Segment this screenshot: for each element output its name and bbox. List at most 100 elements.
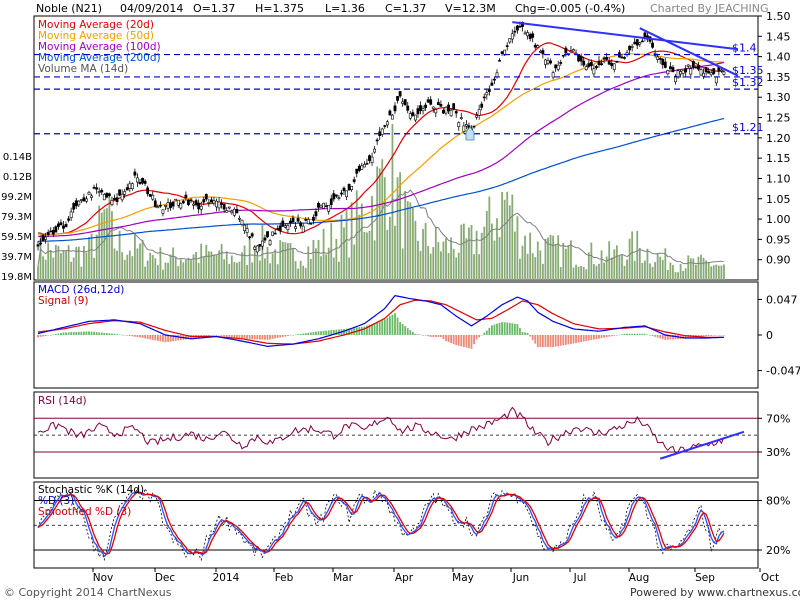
macd-histogram-bar [442, 335, 445, 340]
change-value: Chg=-0.005 (-0.4%) [515, 2, 626, 15]
macd-histogram-bar [468, 335, 470, 349]
macd-histogram-bar [651, 335, 654, 337]
macd-histogram-bar [60, 333, 62, 335]
volume-bar [299, 260, 302, 280]
volume-bar [406, 201, 409, 280]
volume-bar [281, 241, 284, 280]
candle-body [36, 244, 40, 247]
macd-histogram-bar [243, 335, 246, 339]
volume-bar [335, 238, 338, 280]
volume-bar [358, 214, 361, 280]
macd-histogram-bar [598, 335, 600, 339]
volume-bar [475, 230, 478, 280]
macd-histogram-bar [483, 332, 486, 335]
candle-body [317, 203, 320, 208]
macd-histogram-bar [674, 335, 677, 340]
candle-body [105, 192, 109, 198]
candle-body [207, 202, 211, 204]
macd-histogram-bar [320, 331, 322, 335]
volume-bar [77, 246, 80, 280]
candle-body [452, 103, 456, 110]
volume-bar [715, 264, 718, 280]
candle-body [380, 128, 384, 135]
volume-bar [631, 231, 634, 280]
candle-body [630, 46, 634, 48]
candle-body [444, 106, 448, 114]
macd-histogram-bar [292, 335, 294, 336]
volume-bar [67, 245, 70, 280]
macd-histogram-bar [575, 335, 577, 343]
volume-bar [88, 237, 90, 280]
macd-histogram-bar [450, 335, 452, 344]
candle-body [281, 220, 285, 227]
candle-body [676, 70, 680, 78]
volume-bar [587, 252, 590, 280]
candle-body [253, 246, 257, 250]
candle-body [600, 63, 603, 66]
macd-histogram-bar [83, 331, 85, 335]
candle-body [230, 210, 234, 214]
candle-body [681, 69, 685, 74]
macd-histogram-bar [666, 335, 669, 340]
volume-bar [317, 239, 320, 280]
price-trendline [639, 27, 739, 77]
candle-body [39, 242, 42, 245]
volume-bar [118, 230, 121, 280]
candle-body [245, 228, 249, 233]
volume-tick-label: 19.8M [1, 272, 32, 283]
candle-body [153, 200, 157, 208]
candle-body [482, 96, 486, 99]
ma-200d-line [38, 117, 725, 242]
candle-body [306, 219, 310, 224]
volume-bar [590, 242, 593, 280]
candle-body [510, 33, 514, 40]
macd-histogram-bar [526, 332, 529, 335]
macd-histogram-bar [274, 335, 277, 339]
candle-body [442, 109, 445, 114]
volume-bar [54, 244, 57, 280]
candle-body [291, 217, 295, 223]
volume-bar [139, 243, 141, 280]
candle-body [133, 171, 137, 176]
candle-body [416, 108, 420, 115]
candle-body [311, 216, 315, 221]
symbol-label: Noble (N21) [36, 2, 103, 15]
macd-histogram-bar [485, 330, 488, 335]
candle-body [41, 234, 45, 242]
volume-bar [562, 242, 565, 280]
volume-bar [248, 237, 251, 280]
candle-body [401, 101, 405, 104]
macd-histogram-bar [631, 333, 634, 335]
volume-bar [75, 246, 78, 280]
macd-histogram-bar [220, 335, 223, 336]
macd-histogram-bar [404, 326, 407, 335]
macd-histogram-bar [264, 335, 266, 340]
macd-histogram-bar [672, 335, 674, 340]
macd-histogram-bar [626, 333, 628, 335]
candle-body [454, 111, 458, 114]
candle-body [663, 61, 667, 68]
volume-bar [146, 260, 149, 280]
macd-histogram-bar [37, 335, 39, 338]
macd-histogram-bar [108, 333, 111, 335]
chart-footer: © Copyright 2014 ChartNexus Powered by w… [0, 584, 800, 600]
volume-bar [269, 263, 271, 280]
volume-bar [536, 241, 539, 280]
candle-body [283, 225, 287, 228]
macd-histogram-bar [177, 335, 180, 341]
macd-histogram-bar [470, 335, 473, 349]
macd-histogram-bar [345, 328, 348, 335]
candle-body [702, 72, 705, 77]
candle-body [130, 183, 134, 190]
macd-histogram-bar [432, 335, 435, 338]
candle-body [108, 193, 111, 197]
candle-body [419, 105, 422, 111]
volume-bar [251, 262, 254, 280]
candle-body [623, 57, 626, 59]
macd-histogram-bar [440, 335, 442, 338]
macd-histogram-bar [615, 335, 618, 336]
volume-bar [674, 272, 677, 280]
macd-histogram-bar [710, 335, 713, 336]
candle-body [90, 195, 93, 198]
candle-body [184, 194, 188, 199]
